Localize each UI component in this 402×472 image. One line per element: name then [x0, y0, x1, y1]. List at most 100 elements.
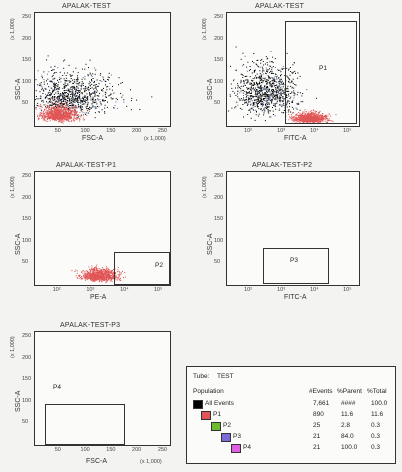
data-point	[303, 111, 305, 113]
data-point	[69, 102, 70, 104]
data-point	[252, 78, 254, 80]
x-tick-label: 10⁴	[310, 287, 319, 293]
data-point	[70, 116, 72, 118]
data-point	[105, 279, 107, 281]
data-point	[77, 104, 79, 106]
total-value: 100.0	[371, 400, 388, 407]
data-point	[102, 270, 104, 272]
data-point	[327, 119, 329, 121]
data-point	[275, 81, 277, 83]
data-point	[318, 112, 320, 114]
data-point	[71, 100, 73, 102]
gate-label: P1	[319, 65, 327, 72]
data-point	[267, 111, 269, 113]
data-point	[95, 269, 97, 271]
data-point	[271, 95, 273, 97]
data-point	[318, 113, 320, 115]
data-point	[105, 96, 107, 98]
data-point	[267, 109, 269, 111]
data-point	[57, 117, 59, 119]
data-point	[89, 88, 91, 89]
data-point	[94, 278, 96, 280]
y-tick-label: 50	[22, 419, 29, 426]
data-point	[77, 78, 79, 80]
data-point	[109, 83, 111, 84]
data-point	[279, 99, 281, 101]
data-point	[84, 277, 86, 279]
data-point	[93, 92, 95, 94]
data-point	[59, 104, 61, 106]
data-point	[311, 115, 313, 117]
data-point	[265, 72, 267, 74]
data-point	[65, 116, 67, 118]
data-point	[261, 81, 263, 83]
data-point	[255, 101, 257, 103]
data-point	[100, 270, 102, 272]
data-point	[117, 266, 119, 268]
data-point	[63, 110, 65, 112]
data-point	[276, 100, 278, 102]
data-point	[79, 112, 81, 113]
data-point	[267, 87, 269, 89]
data-point	[59, 99, 61, 101]
data-point	[56, 88, 58, 90]
data-point	[75, 95, 77, 97]
data-point	[89, 81, 90, 82]
data-point	[54, 110, 56, 112]
data-point	[254, 119, 256, 121]
data-point	[62, 112, 64, 114]
data-point	[42, 113, 44, 115]
data-point	[256, 73, 258, 75]
data-point	[84, 275, 86, 277]
data-point	[283, 90, 285, 92]
data-point	[48, 95, 50, 96]
data-point	[43, 117, 45, 119]
data-point	[98, 270, 100, 272]
data-point	[267, 103, 269, 105]
data-point	[308, 116, 309, 118]
data-point	[56, 106, 58, 107]
data-point	[71, 107, 73, 109]
data-point	[94, 80, 95, 82]
data-point	[103, 278, 105, 279]
data-point	[43, 118, 45, 120]
data-point	[55, 108, 57, 110]
data-point	[124, 272, 126, 274]
data-point	[277, 87, 279, 89]
data-point	[73, 99, 75, 101]
data-point	[265, 88, 267, 90]
data-point	[306, 120, 308, 122]
data-point	[73, 118, 75, 120]
data-point	[237, 85, 239, 87]
data-point	[305, 114, 307, 116]
data-point	[299, 109, 301, 111]
data-point	[76, 98, 78, 100]
data-point	[116, 279, 118, 281]
data-point	[284, 105, 286, 107]
data-point	[85, 270, 87, 272]
data-point	[238, 98, 240, 100]
population-name: P3	[233, 433, 241, 440]
data-point	[73, 117, 75, 119]
data-point	[54, 90, 56, 91]
data-point	[295, 119, 297, 121]
data-point	[311, 112, 312, 114]
data-point	[317, 112, 319, 114]
data-point	[62, 116, 63, 118]
data-point	[270, 51, 272, 52]
data-point	[64, 94, 66, 96]
data-point	[93, 272, 95, 274]
data-point	[266, 71, 268, 72]
data-point	[49, 94, 51, 96]
data-point	[66, 114, 68, 116]
data-point	[51, 111, 52, 113]
data-point	[321, 116, 322, 118]
data-point	[114, 105, 116, 107]
data-point	[35, 90, 37, 92]
data-point	[261, 105, 263, 107]
data-point	[68, 93, 69, 95]
data-point	[58, 121, 59, 123]
data-point	[80, 86, 82, 88]
data-point	[265, 104, 266, 106]
data-point	[97, 276, 99, 278]
